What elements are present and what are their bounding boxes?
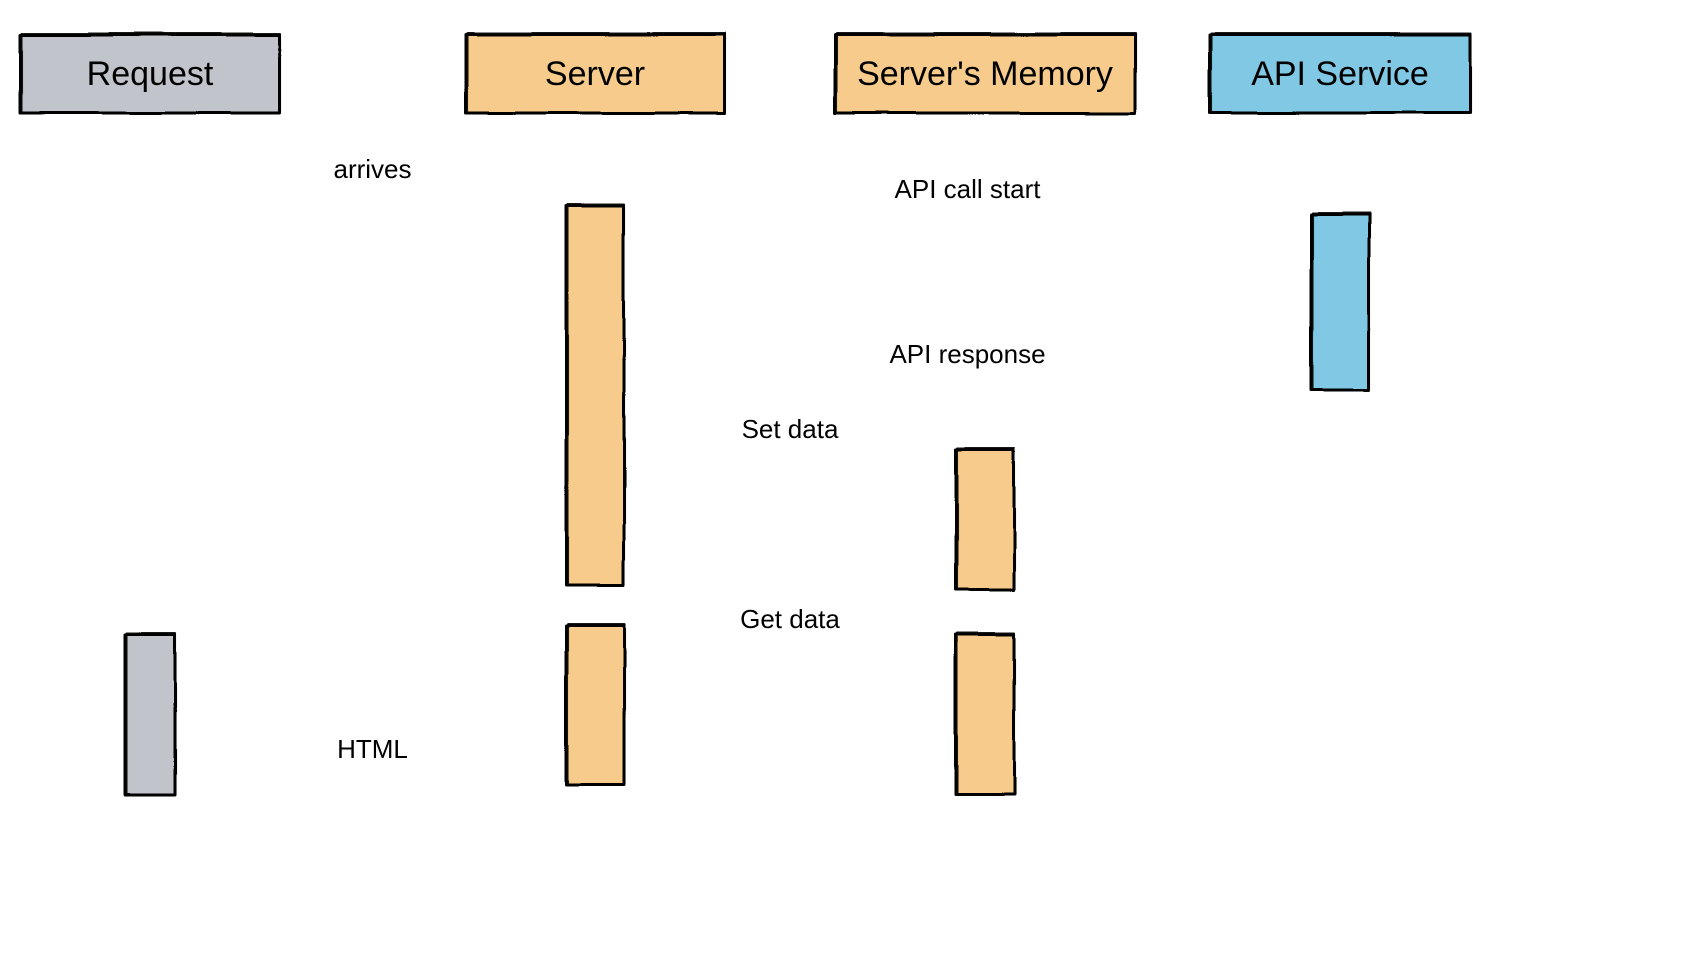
message-label-3: Set data — [742, 414, 839, 444]
participant-label-memory: Server's Memory — [857, 55, 1113, 93]
activation-memory-5 — [956, 634, 1015, 796]
activation-request-4 — [125, 634, 176, 796]
activation-server-0 — [566, 204, 625, 586]
activation-memory-2 — [956, 449, 1015, 591]
sequence-diagram: RequestServerServer's MemoryAPI Service … — [0, 0, 1694, 966]
activation-server-3 — [566, 624, 625, 786]
participant-label-server: Server — [545, 55, 645, 93]
message-label-0: arrives — [333, 154, 411, 184]
message-label-5: Get data — [740, 604, 840, 634]
message-label-6: HTML — [337, 734, 408, 764]
participant-label-request: Request — [87, 55, 214, 93]
message-label-2: API response — [889, 339, 1045, 369]
message-label-1: API call start — [895, 174, 1042, 204]
participant-label-api: API Service — [1251, 55, 1429, 93]
activation-api-1 — [1311, 214, 1370, 391]
